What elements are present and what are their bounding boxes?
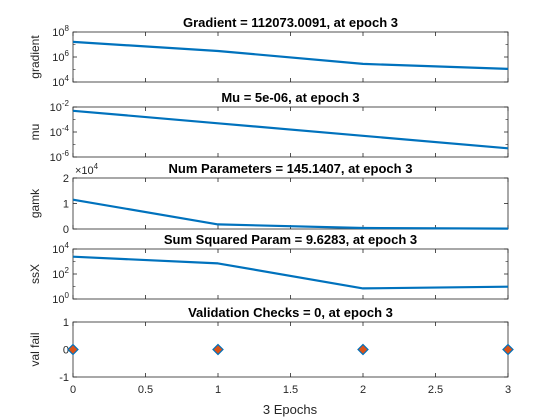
x-tick-label: 0 [70,384,76,396]
y-tick-label: 1 [63,317,69,329]
x-axis-label: 3 Epochs [263,402,318,417]
y-tick-label: 106 [52,49,69,64]
y-axis-multiplier: ×104 [75,162,99,177]
y-tick-label: 108 [52,24,69,39]
plot-area [73,107,508,157]
chart-panel-4: Sum Squared Param = 9.6283, at epoch 3 ss… [28,232,508,306]
y-tick-label: 10-2 [50,99,70,114]
x-tick-label: 0.5 [138,384,153,396]
chart-panel-3: Num Parameters = 145.1407, at epoch 3 gam… [28,161,508,236]
x-tick-label: 1.5 [283,384,298,396]
chart-title: Validation Checks = 0, at epoch 3 [188,305,393,320]
y-tick-label: 10-4 [50,124,70,139]
y-tick-label: 104 [52,74,69,89]
plot-area [73,249,508,299]
y-axis-label: val fail [28,332,42,366]
plot-area [73,322,508,377]
chart-panel-5: Validation Checks = 0, at epoch 3 val fai… [28,305,513,396]
x-tick-label: 1 [215,384,221,396]
y-axis-label: gamk [28,188,42,218]
chart-title: Num Parameters = 145.1407, at epoch 3 [169,161,413,176]
x-tick-label: 2 [360,384,366,396]
chart-title: Gradient = 112073.0091, at epoch 3 [183,15,398,30]
chart-title: Mu = 5e-06, at epoch 3 [221,90,359,105]
y-tick-label: 102 [52,266,69,281]
chart-title: Sum Squared Param = 9.6283, at epoch 3 [164,232,417,247]
y-tick-label: 0 [63,224,69,236]
y-tick-label: 2 [63,173,69,185]
y-tick-label: 104 [52,241,69,256]
y-tick-label: 0 [63,345,69,357]
y-axis-label: gradient [28,35,42,79]
chart-panel-2: Mu = 5e-06, at epoch 3 mu 10-6 10-4 10-2 [28,90,508,164]
plot-area [73,178,508,229]
chart-panel-1: Gradient = 112073.0091, at epoch 3 gradie… [28,15,508,89]
y-tick-label: 100 [52,291,69,306]
y-tick-label: 10-6 [50,149,70,164]
y-axis-label: ssX [28,264,42,284]
x-tick-label: 2.5 [428,384,443,396]
y-axis-label: mu [28,124,42,141]
y-tick-label: -1 [59,372,69,384]
y-tick-label: 1 [63,199,69,211]
x-tick-label: 3 [505,384,511,396]
